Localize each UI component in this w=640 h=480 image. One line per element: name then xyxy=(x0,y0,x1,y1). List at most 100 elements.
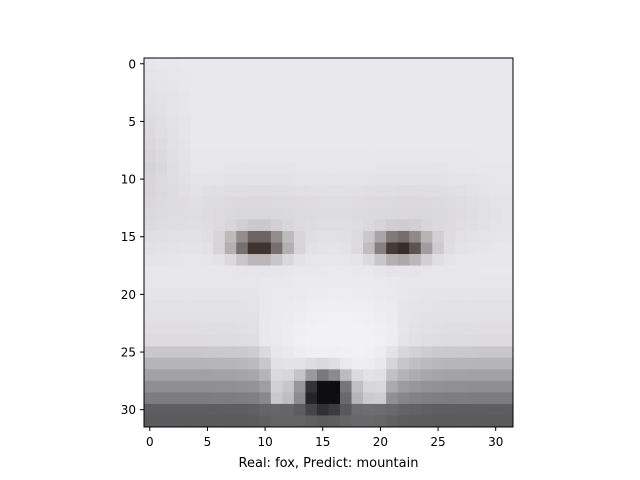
image-pixel xyxy=(466,138,479,151)
y-tick-label: 15 xyxy=(121,230,136,244)
image-pixel xyxy=(201,127,214,140)
image-pixel xyxy=(374,288,387,301)
image-pixel xyxy=(270,323,283,336)
image-pixel xyxy=(213,300,226,313)
image-pixel xyxy=(236,69,249,82)
image-pixel xyxy=(328,323,341,336)
image-pixel xyxy=(466,323,479,336)
image-pixel xyxy=(201,369,214,382)
image-pixel xyxy=(397,173,410,186)
image-pixel xyxy=(167,254,179,266)
image-pixel xyxy=(293,138,306,151)
image-pixel xyxy=(489,265,502,278)
image-pixel xyxy=(270,242,283,255)
image-pixel xyxy=(201,380,214,393)
image-pixel xyxy=(489,184,502,197)
image-pixel xyxy=(259,81,272,93)
image-pixel xyxy=(224,392,237,405)
image-pixel xyxy=(259,219,272,232)
image-pixel xyxy=(259,403,272,416)
image-pixel xyxy=(190,196,203,209)
image-pixel xyxy=(466,58,479,70)
image-pixel xyxy=(363,392,376,405)
image-pixel xyxy=(328,92,341,105)
image-pixel xyxy=(259,346,272,359)
image-pixel xyxy=(443,127,456,140)
image-pixel xyxy=(144,219,156,232)
image-pixel xyxy=(478,369,491,382)
image-pixel xyxy=(305,150,318,163)
image-pixel xyxy=(455,138,468,151)
image-pixel xyxy=(455,242,468,255)
image-pixel xyxy=(432,127,445,140)
image-pixel xyxy=(363,161,376,174)
image-pixel xyxy=(420,403,433,416)
image-pixel xyxy=(386,184,399,197)
image-pixel xyxy=(178,196,191,209)
image-pixel xyxy=(432,219,445,232)
image-pixel xyxy=(270,300,283,313)
image-pixel xyxy=(386,323,399,336)
image-pixel xyxy=(409,265,422,278)
image-pixel xyxy=(351,254,364,266)
image-pixel xyxy=(305,392,318,405)
image-pixel xyxy=(374,138,387,151)
image-pixel xyxy=(328,81,341,93)
image-pixel xyxy=(282,184,295,197)
image-pixel xyxy=(455,323,468,336)
image-pixel xyxy=(167,415,179,428)
image-pixel xyxy=(455,380,468,393)
image-pixel xyxy=(432,357,445,370)
image-pixel xyxy=(236,323,249,336)
image-pixel xyxy=(328,173,341,186)
image-pixel xyxy=(144,288,156,301)
image-pixel xyxy=(144,150,156,163)
image-pixel xyxy=(351,230,364,243)
image-pixel xyxy=(489,69,502,82)
image-pixel xyxy=(328,196,341,209)
image-pixel xyxy=(466,207,479,220)
image-pixel xyxy=(201,81,214,93)
image-pixel xyxy=(305,346,318,359)
image-pixel xyxy=(316,161,329,174)
x-axis: 0 5 10 15 20 25 30 xyxy=(146,427,503,449)
image-pixel xyxy=(259,288,272,301)
image-pixel xyxy=(363,58,376,70)
image-pixel xyxy=(190,161,203,174)
image-pixel xyxy=(270,311,283,324)
image-pixel xyxy=(167,58,179,70)
image-pixel xyxy=(478,127,491,140)
image-pixel xyxy=(455,58,468,70)
image-pixel xyxy=(213,150,226,163)
image-pixel xyxy=(489,311,502,324)
image-pixel xyxy=(466,184,479,197)
image-pixel xyxy=(247,277,260,290)
image-pixel xyxy=(386,219,399,232)
image-pixel xyxy=(478,311,491,324)
image-pixel xyxy=(270,392,283,405)
image-pixel xyxy=(466,380,479,393)
image-pixel xyxy=(501,242,514,255)
image-pixel xyxy=(144,115,156,128)
image-pixel xyxy=(293,173,306,186)
image-pixel xyxy=(420,415,433,428)
image-pixel xyxy=(466,196,479,209)
image-pixel xyxy=(247,196,260,209)
image-pixel xyxy=(293,392,306,405)
image-pixel xyxy=(167,196,179,209)
image-pixel xyxy=(443,219,456,232)
image-pixel xyxy=(167,150,179,163)
image-pixel xyxy=(144,300,156,313)
image-pixel xyxy=(155,369,168,382)
image-pixel xyxy=(397,242,410,255)
image-pixel xyxy=(316,265,329,278)
image-pixel xyxy=(501,415,514,428)
image-pixel xyxy=(305,311,318,324)
image-pixel xyxy=(466,92,479,105)
image-pixel xyxy=(455,230,468,243)
image-pixel xyxy=(293,369,306,382)
image-pixel xyxy=(316,357,329,370)
image-pixel xyxy=(316,369,329,382)
image-pixel xyxy=(420,161,433,174)
image-pixel xyxy=(374,161,387,174)
